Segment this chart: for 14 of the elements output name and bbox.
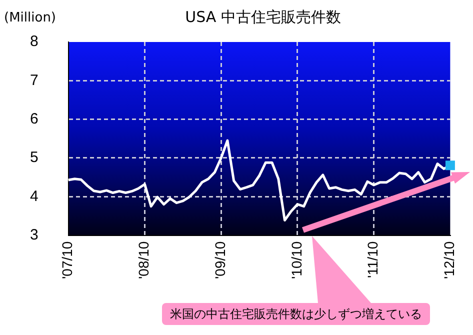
y-tick-label: 6 [30,110,38,128]
x-tick-label: '08/10 [136,241,152,280]
x-tick-label: '12/10 [441,241,458,280]
y-tick-label: 3 [30,226,38,244]
chart-title: USA 中古住宅販売件数 [185,8,341,26]
y-tick-label: 5 [30,149,38,166]
x-tick-label: '10/10 [288,241,304,280]
y-tick-label: 8 [30,33,38,50]
x-tick-label: '09/10 [212,241,228,280]
x-tick-label: '11/10 [364,241,381,278]
y-tick-label: 7 [30,72,38,89]
y-tick-label: 4 [30,188,38,205]
y-axis-title: (Million) [4,10,56,26]
x-tick-label: '07/10 [59,241,76,280]
